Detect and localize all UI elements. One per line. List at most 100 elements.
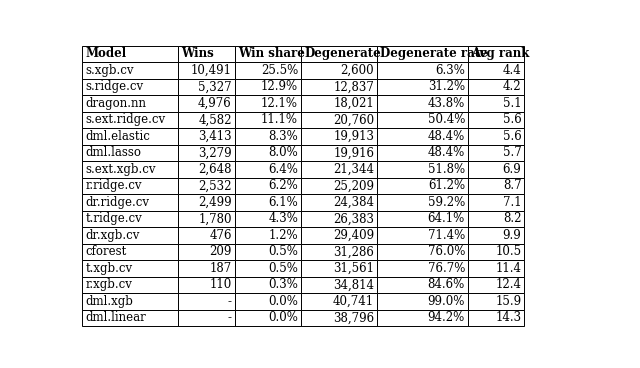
Text: 110: 110 [209, 278, 232, 291]
Bar [83, 194, 178, 210]
Bar [178, 161, 235, 178]
Text: Model: Model [86, 47, 127, 60]
Text: t.xgb.cv: t.xgb.cv [86, 262, 132, 275]
Bar [301, 112, 377, 128]
Bar [83, 128, 178, 145]
Bar [178, 95, 235, 112]
Text: 4.2: 4.2 [503, 80, 522, 93]
Bar [377, 227, 468, 244]
Text: 94.2%: 94.2% [428, 311, 465, 324]
Bar [178, 112, 235, 128]
Text: 0.5%: 0.5% [268, 262, 298, 275]
Bar [235, 145, 301, 161]
Text: 4,976: 4,976 [198, 97, 232, 110]
Text: 476: 476 [209, 229, 232, 242]
Bar [178, 62, 235, 79]
Text: 5.6: 5.6 [502, 113, 522, 126]
Bar [235, 244, 301, 260]
Text: 5.7: 5.7 [502, 146, 522, 159]
Bar [468, 277, 524, 293]
Bar [235, 161, 301, 178]
Bar [468, 194, 524, 210]
Text: 50.4%: 50.4% [428, 113, 465, 126]
Text: 6.4%: 6.4% [268, 163, 298, 176]
Bar [377, 112, 468, 128]
Text: Win share: Win share [237, 47, 305, 60]
Text: 84.6%: 84.6% [428, 278, 465, 291]
Bar [377, 62, 468, 79]
Text: 25,209: 25,209 [333, 179, 374, 192]
Text: 99.0%: 99.0% [428, 295, 465, 308]
Bar [377, 194, 468, 210]
Bar [301, 277, 377, 293]
Text: 12.1%: 12.1% [261, 97, 298, 110]
Text: 48.4%: 48.4% [428, 146, 465, 159]
Bar [301, 178, 377, 194]
Bar [83, 260, 178, 277]
Bar [301, 46, 377, 62]
Bar [377, 293, 468, 309]
Text: 10,491: 10,491 [191, 64, 232, 77]
Bar [235, 309, 301, 326]
Text: s.ext.xgb.cv: s.ext.xgb.cv [86, 163, 156, 176]
Bar [235, 227, 301, 244]
Bar [178, 227, 235, 244]
Bar [377, 178, 468, 194]
Bar [468, 79, 524, 95]
Bar [301, 260, 377, 277]
Bar [235, 178, 301, 194]
Bar [83, 244, 178, 260]
Text: 48.4%: 48.4% [428, 130, 465, 143]
Text: 40,741: 40,741 [333, 295, 374, 308]
Bar [377, 309, 468, 326]
Text: dml.elastic: dml.elastic [86, 130, 150, 143]
Text: 24,384: 24,384 [333, 196, 374, 209]
Bar [235, 128, 301, 145]
Text: 29,409: 29,409 [333, 229, 374, 242]
Bar [468, 227, 524, 244]
Bar [178, 46, 235, 62]
Bar [377, 79, 468, 95]
Text: 12,837: 12,837 [333, 80, 374, 93]
Text: 31,561: 31,561 [333, 262, 374, 275]
Bar [301, 128, 377, 145]
Bar [83, 210, 178, 227]
Text: 5,327: 5,327 [198, 80, 232, 93]
Bar [377, 277, 468, 293]
Text: 3,279: 3,279 [198, 146, 232, 159]
Bar [178, 128, 235, 145]
Text: dml.linear: dml.linear [86, 311, 146, 324]
Text: 14.3: 14.3 [495, 311, 522, 324]
Text: Wins: Wins [181, 47, 214, 60]
Text: 1,780: 1,780 [198, 212, 232, 225]
Bar [468, 244, 524, 260]
Text: 20,760: 20,760 [333, 113, 374, 126]
Text: 8.2: 8.2 [503, 212, 522, 225]
Text: 31.2%: 31.2% [428, 80, 465, 93]
Text: 12.9%: 12.9% [261, 80, 298, 93]
Text: 11.1%: 11.1% [261, 113, 298, 126]
Text: 2,600: 2,600 [340, 64, 374, 77]
Bar [178, 309, 235, 326]
Bar [178, 79, 235, 95]
Bar [235, 277, 301, 293]
Bar [178, 194, 235, 210]
Text: 19,913: 19,913 [333, 130, 374, 143]
Text: 61.2%: 61.2% [428, 179, 465, 192]
Bar [468, 46, 524, 62]
Text: 0.3%: 0.3% [268, 278, 298, 291]
Bar [377, 128, 468, 145]
Bar [178, 260, 235, 277]
Bar [377, 145, 468, 161]
Text: 25.5%: 25.5% [260, 64, 298, 77]
Text: 38,796: 38,796 [333, 311, 374, 324]
Bar [468, 309, 524, 326]
Bar [301, 145, 377, 161]
Bar [468, 161, 524, 178]
Text: 4.4: 4.4 [502, 64, 522, 77]
Bar [235, 210, 301, 227]
Bar [235, 194, 301, 210]
Bar [83, 309, 178, 326]
Text: 6.1%: 6.1% [268, 196, 298, 209]
Text: 6.2%: 6.2% [268, 179, 298, 192]
